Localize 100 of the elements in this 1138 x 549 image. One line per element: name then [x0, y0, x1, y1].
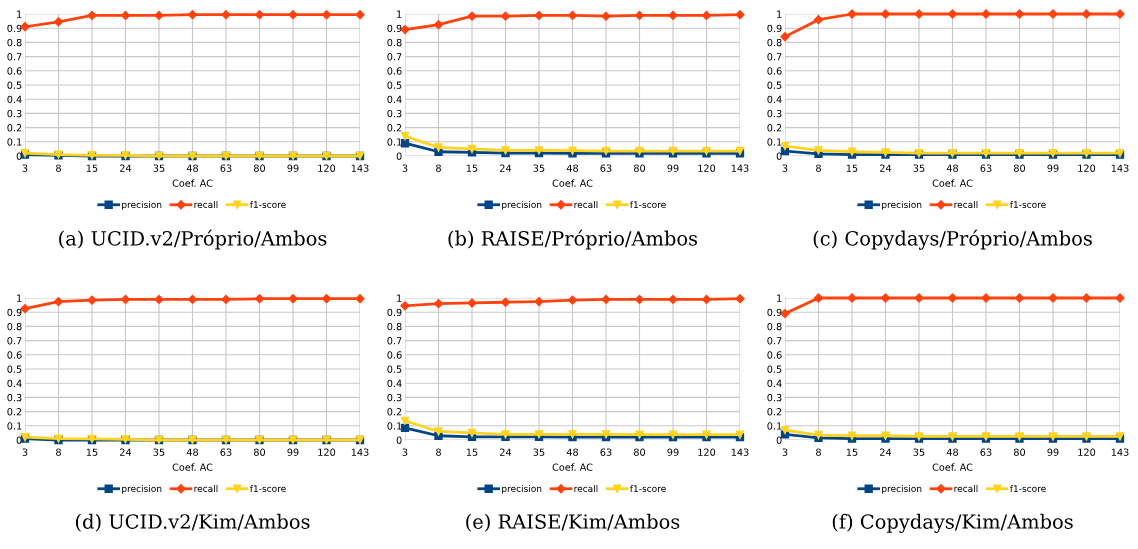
- x-tick-label: 48: [566, 448, 579, 456]
- y-tick-label: 0.3: [387, 109, 402, 118]
- x-tick-label: 143: [1111, 164, 1129, 172]
- y-tick-label: 1: [17, 294, 22, 302]
- y-tick-label: 0.4: [767, 379, 782, 388]
- x-tick-label: 15: [466, 448, 478, 456]
- x-tick-label: 120: [698, 164, 716, 172]
- x-axis-title: Coef. AC: [932, 463, 973, 471]
- y-tick-label: 0.1: [387, 422, 402, 430]
- y-tick-label: 0.5: [7, 81, 22, 89]
- y-tick-label: 0.6: [767, 351, 782, 359]
- y-tick-label: 0.1: [767, 138, 782, 146]
- x-tick-label: 80: [253, 448, 266, 456]
- y-tick-label: 0.3: [387, 393, 402, 402]
- text: (c) Copydays/Próprio/Ambos: [813, 229, 1092, 250]
- x-tick-label: 48: [186, 448, 199, 456]
- x-tick-label: 8: [816, 448, 821, 456]
- y-tick-label: 0.2: [387, 408, 402, 416]
- y-tick-label: 0: [776, 436, 782, 444]
- y-tick-label: 0.2: [767, 124, 782, 132]
- y-tick-label: 0.7: [767, 53, 782, 61]
- y-tick-label: 0.5: [7, 365, 22, 373]
- legend-label: recall: [574, 201, 598, 209]
- x-tick-label: 48: [186, 164, 199, 172]
- text: (f) Copydays/Kim/Ambos: [832, 513, 1073, 533]
- x-tick-label: 143: [731, 448, 749, 456]
- y-tick-label: 0.4: [387, 95, 402, 104]
- x-tick-label: 15: [86, 164, 98, 172]
- legend-label: f1-score: [250, 201, 286, 209]
- y-tick-label: 0.6: [387, 351, 402, 359]
- x-tick-label: 80: [633, 164, 646, 172]
- x-tick-label: 63: [980, 448, 992, 456]
- x-tick-label: 35: [533, 164, 545, 172]
- text: (d) UCID.v2/Kim/Ambos: [76, 513, 310, 532]
- y-tick-label: 0.9: [7, 24, 22, 33]
- x-tick-label: 3: [402, 164, 408, 172]
- x-tick-label: 120: [1078, 448, 1096, 456]
- x-tick-label: 8: [56, 164, 61, 172]
- legend-label: precision: [882, 485, 922, 494]
- x-tick-label: 15: [466, 164, 478, 172]
- y-tick-label: 0: [776, 152, 782, 160]
- x-tick-label: 99: [287, 448, 299, 456]
- x-tick-label: 24: [880, 448, 892, 456]
- y-tick-label: 0.1: [7, 138, 22, 146]
- legend-label: precision: [122, 485, 162, 494]
- x-tick-label: 35: [913, 164, 925, 172]
- y-tick-label: 0.2: [387, 124, 402, 132]
- x-tick-label: 143: [731, 164, 749, 172]
- x-tick-label: 120: [318, 448, 336, 456]
- text: (a) UCID.v2/Próprio/Ambos: [59, 229, 327, 250]
- legend-label: f1-score: [250, 485, 286, 493]
- legend-label: f1-score: [1010, 485, 1046, 493]
- y-tick-label: 0.6: [387, 67, 402, 75]
- y-tick-label: 0.2: [767, 408, 782, 416]
- x-tick-label: 80: [253, 164, 266, 172]
- x-tick-label: 35: [533, 448, 545, 456]
- legend-label: precision: [502, 201, 542, 210]
- legend-label: recall: [574, 485, 598, 493]
- y-tick-label: 0.1: [7, 422, 22, 430]
- x-tick-label: 24: [500, 164, 512, 172]
- y-tick-label: 0.3: [767, 109, 782, 118]
- y-tick-label: 0.1: [767, 422, 782, 430]
- y-tick-label: 0.5: [387, 81, 402, 89]
- x-tick-label: 3: [22, 448, 28, 456]
- y-tick-label: 0.7: [387, 337, 402, 345]
- x-axis-title: Coef. AC: [552, 463, 593, 471]
- x-tick-label: 63: [220, 448, 232, 456]
- y-tick-label: 0.3: [7, 109, 22, 118]
- text: (e) RAISE/Kim/Ambos: [466, 513, 680, 532]
- x-tick-label: 48: [566, 164, 579, 172]
- y-tick-label: 0.8: [767, 322, 782, 331]
- y-tick-label: 0.8: [7, 38, 22, 47]
- y-tick-label: 0.7: [7, 53, 22, 61]
- legend-label: recall: [954, 485, 978, 493]
- x-tick-label: 120: [698, 448, 716, 456]
- y-tick-label: 0.7: [7, 337, 22, 345]
- legend-label: precision: [882, 201, 922, 210]
- x-tick-label: 80: [1013, 164, 1026, 172]
- x-axis-title: Coef. AC: [172, 463, 213, 471]
- x-axis-title: Coef. AC: [552, 179, 593, 187]
- x-tick-label: 8: [56, 448, 61, 456]
- text: (b) RAISE/Próprio/Ambos: [448, 229, 698, 250]
- x-tick-label: 99: [1047, 448, 1059, 456]
- x-tick-label: 24: [120, 448, 132, 456]
- x-tick-label: 143: [351, 448, 369, 456]
- x-tick-label: 80: [633, 448, 646, 456]
- y-tick-label: 0.5: [387, 365, 402, 373]
- y-tick-label: 0.2: [7, 124, 22, 132]
- legend-label: f1-score: [630, 485, 666, 493]
- x-tick-label: 8: [436, 164, 441, 172]
- x-tick-label: 8: [436, 448, 441, 456]
- y-tick-label: 0.3: [7, 393, 22, 402]
- y-tick-label: 0.2: [7, 408, 22, 416]
- y-tick-label: 0.9: [7, 308, 22, 317]
- x-tick-label: 80: [1013, 448, 1026, 456]
- x-tick-label: 35: [153, 448, 165, 456]
- x-tick-label: 143: [1111, 448, 1129, 456]
- x-tick-label: 3: [782, 164, 788, 172]
- y-tick-label: 0: [396, 436, 402, 444]
- y-tick-label: 0.7: [767, 337, 782, 345]
